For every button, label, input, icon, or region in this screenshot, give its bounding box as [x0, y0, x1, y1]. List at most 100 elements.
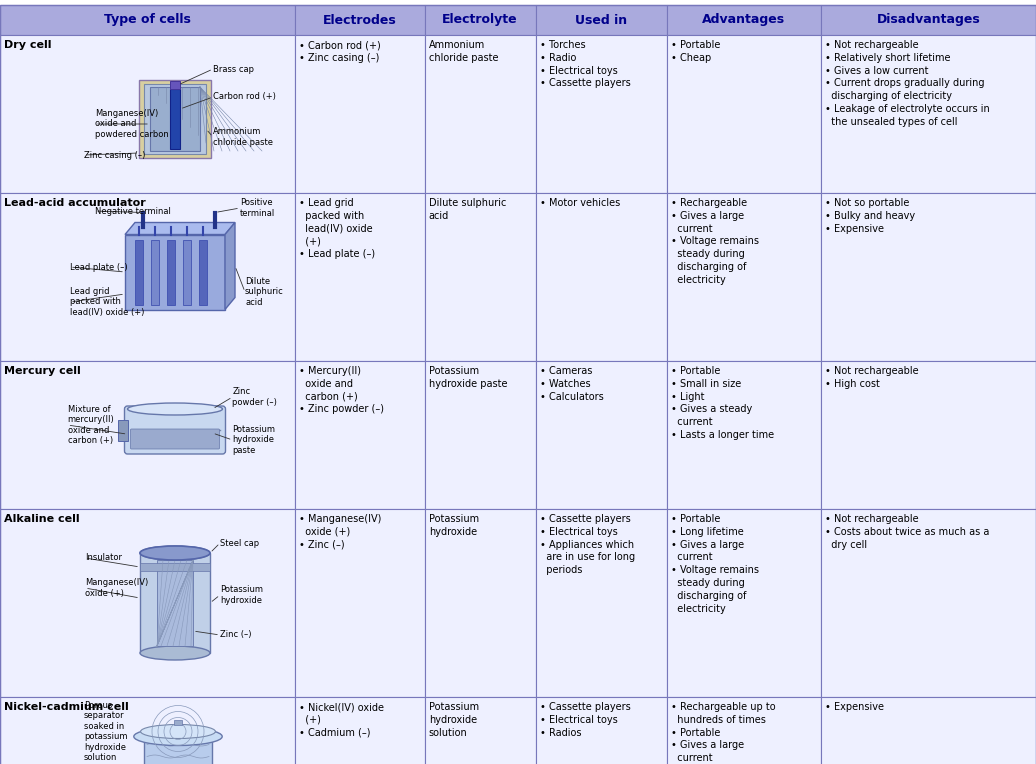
Bar	[821, 361, 1036, 509]
Bar	[295, 361, 425, 509]
Bar	[0, 35, 295, 193]
Text: Lead grid
packed with
lead(IV) oxide (+): Lead grid packed with lead(IV) oxide (+)	[70, 287, 144, 317]
Bar	[151, 239, 159, 305]
Text: • Expensive: • Expensive	[825, 702, 884, 712]
Bar	[0, 361, 295, 509]
Text: Positive
terminal: Positive terminal	[240, 199, 276, 218]
Bar	[140, 563, 210, 571]
FancyBboxPatch shape	[131, 429, 220, 449]
Bar	[425, 5, 536, 35]
Bar	[425, 361, 536, 509]
Bar	[139, 80, 211, 158]
Bar	[536, 361, 667, 509]
Bar	[174, 720, 182, 724]
Text: Nickel-cadmium cell: Nickel-cadmium cell	[4, 702, 128, 712]
Bar	[667, 509, 821, 697]
Text: Steel cap: Steel cap	[220, 539, 259, 548]
Text: Dilute sulphuric
acid: Dilute sulphuric acid	[429, 198, 507, 221]
Text: Brass cap: Brass cap	[213, 64, 254, 73]
Text: Zinc
powder (–): Zinc powder (–)	[232, 387, 278, 406]
Bar	[821, 193, 1036, 361]
Bar	[536, 697, 667, 764]
Text: Zinc casing (–): Zinc casing (–)	[84, 151, 145, 160]
Text: Zinc (–): Zinc (–)	[220, 630, 252, 639]
Bar	[135, 239, 143, 305]
Ellipse shape	[140, 546, 210, 560]
Text: Manganese(IV)
oxide and
powdered carbon: Manganese(IV) oxide and powdered carbon	[95, 109, 169, 139]
Bar	[199, 239, 207, 305]
Bar	[0, 5, 295, 35]
Bar	[425, 509, 536, 697]
Text: • Not rechargeable
• Costs about twice as much as a
  dry cell: • Not rechargeable • Costs about twice a…	[825, 514, 989, 549]
Text: Dilute
sulphuric
acid: Dilute sulphuric acid	[244, 277, 284, 307]
Text: • Rechargeable up to
  hundreds of times
• Portable
• Gives a large
  current: • Rechargeable up to hundreds of times •…	[671, 702, 776, 763]
Text: Porous
separator
soaked in
potassium
hydroxide
solution: Porous separator soaked in potassium hyd…	[84, 701, 127, 762]
Text: Type of cells: Type of cells	[105, 14, 191, 27]
Bar	[667, 5, 821, 35]
Bar	[0, 697, 295, 764]
Text: Ammonium
chloride paste: Ammonium chloride paste	[213, 128, 274, 147]
Bar	[425, 193, 536, 361]
Text: • Torches
• Radio
• Electrical toys
• Cassette players: • Torches • Radio • Electrical toys • Ca…	[540, 40, 630, 89]
Text: Ammonium
chloride paste: Ammonium chloride paste	[429, 40, 498, 63]
Text: Potassium
hydroxide paste: Potassium hydroxide paste	[429, 366, 508, 389]
Text: Manganese(IV)
oxide (+): Manganese(IV) oxide (+)	[85, 578, 148, 597]
Text: Dry cell: Dry cell	[4, 40, 52, 50]
Text: Mixture of
mercury(II)
oxide and
carbon (+): Mixture of mercury(II) oxide and carbon …	[67, 405, 114, 445]
Bar	[125, 235, 225, 309]
Text: • Nickel(IV) oxide
  (+)
• Cadmium (–): • Nickel(IV) oxide (+) • Cadmium (–)	[299, 702, 384, 737]
Bar	[821, 697, 1036, 764]
Bar	[536, 509, 667, 697]
Bar	[170, 89, 180, 149]
Bar	[536, 35, 667, 193]
Polygon shape	[225, 222, 235, 309]
Bar	[295, 5, 425, 35]
Bar	[183, 239, 191, 305]
Ellipse shape	[127, 403, 223, 415]
Bar	[667, 361, 821, 509]
Text: • Portable
• Long lifetime
• Gives a large
  current
• Voltage remains
  steady : • Portable • Long lifetime • Gives a lar…	[671, 514, 759, 613]
Text: Lead plate (–): Lead plate (–)	[70, 263, 127, 271]
Text: • Motor vehicles: • Motor vehicles	[540, 198, 620, 208]
Bar	[295, 35, 425, 193]
Text: • Not rechargeable
• Relatively short lifetime
• Gives a low current
• Current d: • Not rechargeable • Relatively short li…	[825, 40, 989, 127]
Text: Electrolyte: Electrolyte	[442, 14, 518, 27]
Text: Insulator: Insulator	[85, 553, 122, 562]
Text: • Mercury(II)
  oxide and
  carbon (+)
• Zinc powder (–): • Mercury(II) oxide and carbon (+) • Zin…	[299, 366, 384, 414]
Text: • Manganese(IV)
  oxide (+)
• Zinc (–): • Manganese(IV) oxide (+) • Zinc (–)	[299, 514, 381, 549]
Bar	[167, 239, 175, 305]
Bar	[821, 509, 1036, 697]
Bar	[667, 35, 821, 193]
Text: • Carbon rod (+)
• Zinc casing (–): • Carbon rod (+) • Zinc casing (–)	[299, 40, 381, 63]
Text: • Not rechargeable
• High cost: • Not rechargeable • High cost	[825, 366, 918, 389]
Text: • Cassette players
• Electrical toys
• Appliances which
  are in use for long
  : • Cassette players • Electrical toys • A…	[540, 514, 635, 575]
Text: Lead-acid accumulator: Lead-acid accumulator	[4, 198, 146, 208]
Ellipse shape	[141, 724, 215, 739]
Text: • Cameras
• Watches
• Calculators: • Cameras • Watches • Calculators	[540, 366, 603, 402]
Text: Mercury cell: Mercury cell	[4, 366, 81, 376]
Bar	[157, 560, 193, 646]
Text: Potassium
hydroxide: Potassium hydroxide	[429, 514, 479, 537]
Bar	[0, 509, 295, 697]
Text: Alkaline cell: Alkaline cell	[4, 514, 80, 524]
Bar	[144, 736, 212, 764]
Text: • Cassette players
• Electrical toys
• Radios: • Cassette players • Electrical toys • R…	[540, 702, 630, 737]
Text: Potassium
hydroxide
solution: Potassium hydroxide solution	[429, 702, 479, 737]
Bar	[667, 193, 821, 361]
Bar	[667, 697, 821, 764]
Polygon shape	[125, 222, 235, 235]
Text: Negative terminal: Negative terminal	[95, 206, 171, 215]
Bar	[144, 84, 206, 154]
Text: • Lead grid
  packed with
  lead(IV) oxide
  (+)
• Lead plate (–): • Lead grid packed with lead(IV) oxide (…	[299, 198, 375, 259]
Ellipse shape	[134, 727, 222, 746]
Ellipse shape	[140, 546, 210, 560]
Bar	[150, 87, 200, 151]
Text: Electrodes: Electrodes	[323, 14, 397, 27]
Bar	[295, 509, 425, 697]
Bar	[536, 193, 667, 361]
Bar	[425, 697, 536, 764]
Bar	[170, 81, 180, 89]
Text: Potassium
hydroxide: Potassium hydroxide	[220, 585, 263, 604]
Text: Potassium
hydroxide
paste: Potassium hydroxide paste	[232, 425, 276, 455]
Bar	[0, 193, 295, 361]
